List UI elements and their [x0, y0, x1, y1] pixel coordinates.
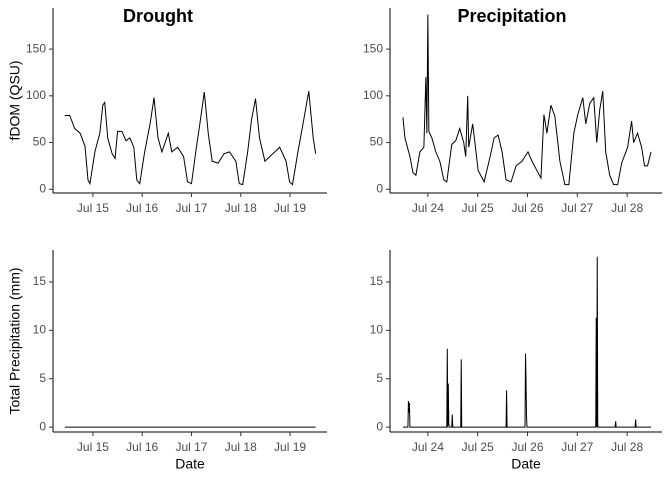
x-tick-label: Jul 19	[274, 201, 306, 215]
data-line	[64, 91, 317, 186]
y-tick-label: 150	[26, 41, 46, 55]
x-tick-label: Jul 18	[225, 440, 257, 454]
y-tick-label: 50	[370, 135, 384, 149]
y-tick-label: 50	[33, 135, 47, 149]
x-tick-label: Jul 16	[126, 440, 158, 454]
x-tick-label: Jul 28	[611, 440, 643, 454]
x-tick-label: Jul 19	[274, 440, 306, 454]
y-tick-label: 100	[26, 88, 46, 102]
x-tick-label: Jul 15	[77, 201, 109, 215]
y-tick-label: 5	[39, 371, 46, 385]
x-tick-label: Jul 16	[126, 201, 158, 215]
x-tick-label: Jul 17	[175, 440, 207, 454]
x-tick-label: Jul 24	[412, 440, 444, 454]
x-tick-label: Jul 17	[175, 201, 207, 215]
y-tick-label: 5	[376, 371, 383, 385]
x-tick-label: Jul 26	[511, 201, 543, 215]
x-tick-label: Jul 25	[462, 201, 494, 215]
y-tick-label: 0	[39, 419, 46, 433]
x-tick-label: Jul 18	[225, 201, 257, 215]
y-tick-label: 10	[33, 323, 47, 337]
y-tick-label: 15	[370, 274, 384, 288]
x-axis-label: Date	[511, 456, 541, 472]
y-tick-label: 15	[33, 274, 47, 288]
panel-title: Drought	[123, 6, 193, 26]
data-line	[402, 14, 652, 186]
y-tick-label: 100	[363, 88, 383, 102]
x-tick-label: Jul 15	[77, 440, 109, 454]
panel-title: Precipitation	[457, 6, 566, 26]
y-tick-label: 0	[376, 181, 383, 195]
x-axis-label: Date	[175, 456, 205, 472]
x-tick-label: Jul 24	[412, 201, 444, 215]
x-tick-label: Jul 25	[462, 440, 494, 454]
data-line	[402, 256, 652, 428]
y-tick-label: 0	[39, 181, 46, 195]
x-tick-label: Jul 27	[561, 440, 593, 454]
y-tick-label: 0	[376, 419, 383, 433]
y-axis-label: Total Precipitation (mm)	[7, 267, 23, 414]
y-tick-label: 150	[363, 41, 383, 55]
x-tick-label: Jul 28	[611, 201, 643, 215]
x-tick-label: Jul 26	[511, 440, 543, 454]
x-tick-label: Jul 27	[561, 201, 593, 215]
y-tick-label: 10	[370, 323, 384, 337]
y-axis-label: fDOM (QSU)	[7, 60, 23, 140]
